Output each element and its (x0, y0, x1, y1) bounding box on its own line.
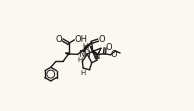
Text: OH: OH (75, 35, 88, 44)
Text: O: O (106, 43, 112, 52)
Polygon shape (85, 42, 92, 49)
Text: N: N (93, 52, 100, 61)
Text: O: O (98, 35, 105, 44)
Text: H: H (83, 43, 88, 49)
Polygon shape (92, 50, 97, 55)
Text: O: O (111, 50, 118, 59)
Text: H: H (81, 70, 86, 76)
Polygon shape (65, 53, 69, 55)
Text: H: H (77, 57, 82, 63)
Text: H: H (84, 47, 89, 53)
Text: NH: NH (78, 50, 91, 59)
Text: O: O (55, 35, 62, 44)
